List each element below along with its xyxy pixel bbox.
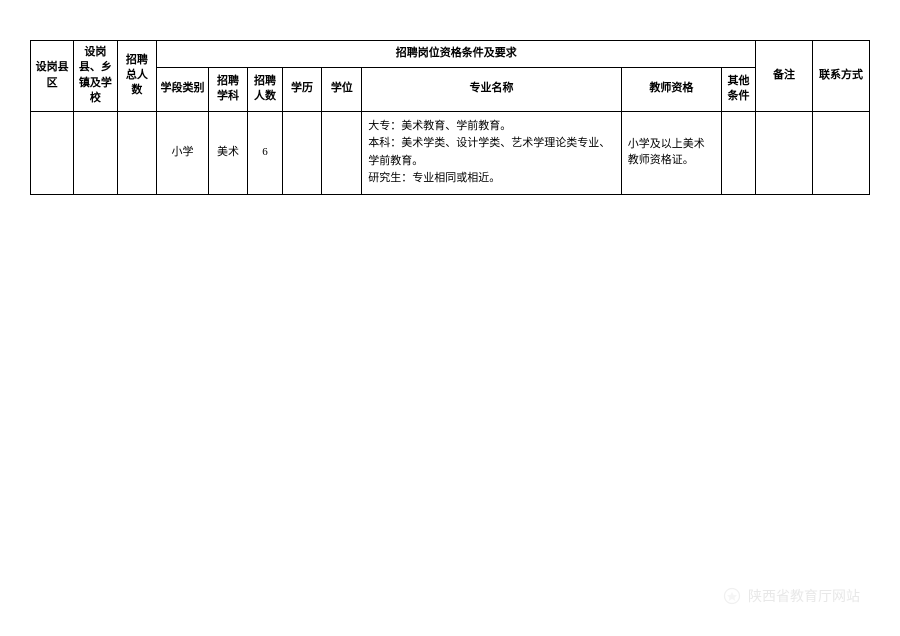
cell-degree (322, 111, 362, 194)
header-other: 其他条件 (721, 67, 755, 111)
cell-major: 大专：美术教育、学前教育。 本科：美术学类、设计学类、艺术学理论类专业、学前教育… (362, 111, 622, 194)
watermark-text: 陕西省教育厅网站 (748, 586, 860, 606)
header-row-1: 设岗县区 设岗县、乡镇及学校 招聘总人数 招聘岗位资格条件及要求 备注 联系方式 (31, 41, 870, 68)
watermark-icon (722, 586, 742, 606)
major-line-3: 研究生：专业相同或相近。 (368, 170, 615, 188)
header-degree: 学位 (322, 67, 362, 111)
header-edu: 学历 (282, 67, 322, 111)
header-total: 招聘总人数 (117, 41, 157, 112)
header-req-group: 招聘岗位资格条件及要求 (157, 41, 756, 68)
watermark: 陕西省教育厅网站 (722, 586, 860, 606)
cell-township (74, 111, 117, 194)
cell-subject: 美术 (208, 111, 248, 194)
header-qual: 教师资格 (621, 67, 721, 111)
header-contact: 联系方式 (813, 41, 870, 112)
cell-county (31, 111, 74, 194)
cell-note (756, 111, 813, 194)
header-note: 备注 (756, 41, 813, 112)
major-line-2: 本科：美术学类、设计学类、艺术学理论类专业、学前教育。 (368, 135, 615, 170)
table-body: 小学 美术 6 大专：美术教育、学前教育。 本科：美术学类、设计学类、艺术学理论… (31, 111, 870, 194)
cell-total (117, 111, 157, 194)
header-major: 专业名称 (362, 67, 622, 111)
header-num: 招聘人数 (248, 67, 282, 111)
cell-qual: 小学及以上美术教师资格证。 (621, 111, 721, 194)
recruitment-table: 设岗县区 设岗县、乡镇及学校 招聘总人数 招聘岗位资格条件及要求 备注 联系方式… (30, 40, 870, 195)
page-container: 设岗县区 设岗县、乡镇及学校 招聘总人数 招聘岗位资格条件及要求 备注 联系方式… (0, 0, 900, 235)
table-row: 小学 美术 6 大专：美术教育、学前教育。 本科：美术学类、设计学类、艺术学理论… (31, 111, 870, 194)
header-county: 设岗县区 (31, 41, 74, 112)
major-line-1: 大专：美术教育、学前教育。 (368, 118, 615, 136)
table-header: 设岗县区 设岗县、乡镇及学校 招聘总人数 招聘岗位资格条件及要求 备注 联系方式… (31, 41, 870, 112)
cell-stage: 小学 (157, 111, 208, 194)
header-row-2: 学段类别 招聘学科 招聘人数 学历 学位 专业名称 教师资格 其他条件 (31, 67, 870, 111)
cell-edu (282, 111, 322, 194)
cell-contact (813, 111, 870, 194)
cell-other (721, 111, 755, 194)
cell-num: 6 (248, 111, 282, 194)
header-township: 设岗县、乡镇及学校 (74, 41, 117, 112)
header-subject: 招聘学科 (208, 67, 248, 111)
header-stage: 学段类别 (157, 67, 208, 111)
